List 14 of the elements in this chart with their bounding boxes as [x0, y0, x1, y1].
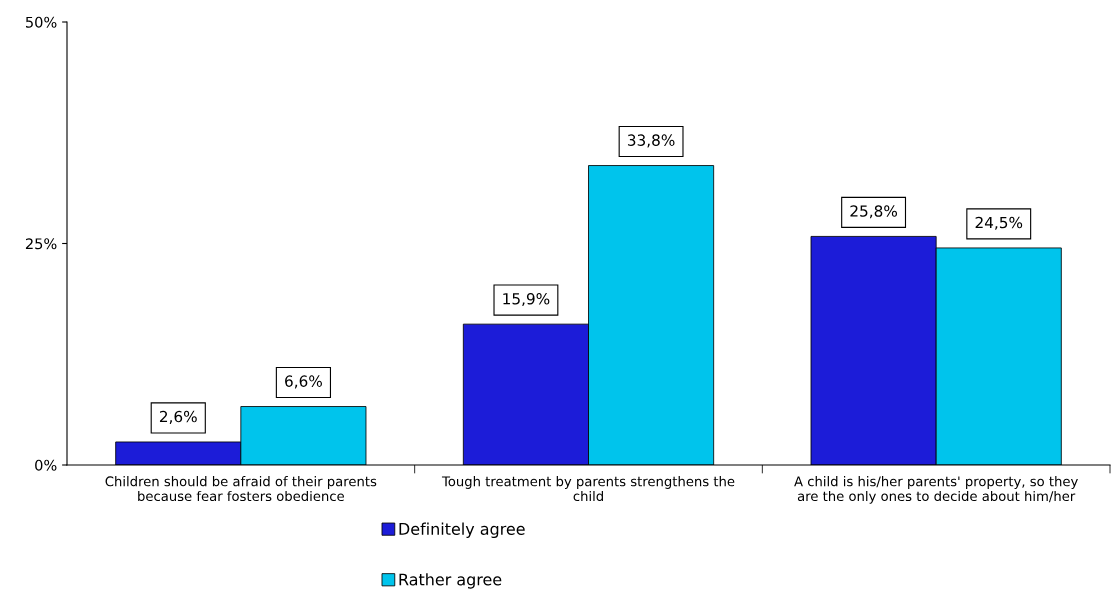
y-tick-label: 50% [25, 16, 57, 28]
data-label: 25,8% [850, 205, 898, 219]
x-tick-label: A child is his/her parents' property, so they are the only ones to decide about him/her [794, 476, 1078, 504]
data-label: 6,6% [285, 375, 322, 389]
legend-label: Definitely agree [399, 522, 525, 539]
y-tick-label: 0% [35, 459, 57, 471]
x-tick-label: Tough treatment by parents strengthens the child [441, 476, 735, 502]
legend-label: Rather agree [399, 573, 502, 589]
data-label: 33,8% [627, 134, 675, 148]
data-label: 15,9% [503, 292, 550, 307]
x-tick-label: Children should be afraid of their parents because fear fosters obedience [105, 476, 377, 502]
data-label: 2,6% [159, 410, 197, 424]
y-tick-label: 25% [25, 238, 57, 250]
data-label: 24,5% [975, 216, 1023, 230]
